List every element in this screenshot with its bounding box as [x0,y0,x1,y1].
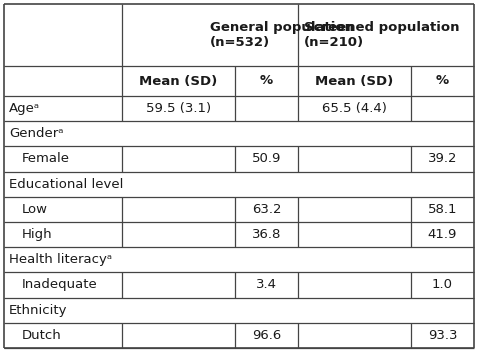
Text: Dutch: Dutch [22,329,62,342]
Text: 63.2: 63.2 [252,203,281,216]
Text: Ageᵃ: Ageᵃ [9,102,40,115]
Text: 58.1: 58.1 [428,203,457,216]
Text: High: High [22,228,53,241]
Text: 39.2: 39.2 [428,152,457,165]
Text: 50.9: 50.9 [252,152,281,165]
Text: Educational level: Educational level [9,178,123,191]
Text: Low: Low [22,203,48,216]
Text: Health literacyᵃ: Health literacyᵃ [9,253,112,266]
Text: General population
(n=532): General population (n=532) [210,21,354,49]
Text: Inadequate: Inadequate [22,278,98,291]
Text: Female: Female [22,152,70,165]
Text: %: % [436,75,449,88]
Text: 36.8: 36.8 [252,228,281,241]
Text: Genderᵃ: Genderᵃ [9,127,64,140]
Text: Mean (SD): Mean (SD) [315,75,393,88]
Text: 96.6: 96.6 [252,329,281,342]
Text: 65.5 (4.4): 65.5 (4.4) [322,102,387,115]
Text: 93.3: 93.3 [428,329,457,342]
Text: 1.0: 1.0 [432,278,453,291]
Text: %: % [260,75,273,88]
Text: Ethnicity: Ethnicity [9,304,67,317]
Text: Screened population
(n=210): Screened population (n=210) [304,21,459,49]
Text: Mean (SD): Mean (SD) [140,75,217,88]
Text: 3.4: 3.4 [256,278,277,291]
Text: 59.5 (3.1): 59.5 (3.1) [146,102,211,115]
Text: 41.9: 41.9 [428,228,457,241]
